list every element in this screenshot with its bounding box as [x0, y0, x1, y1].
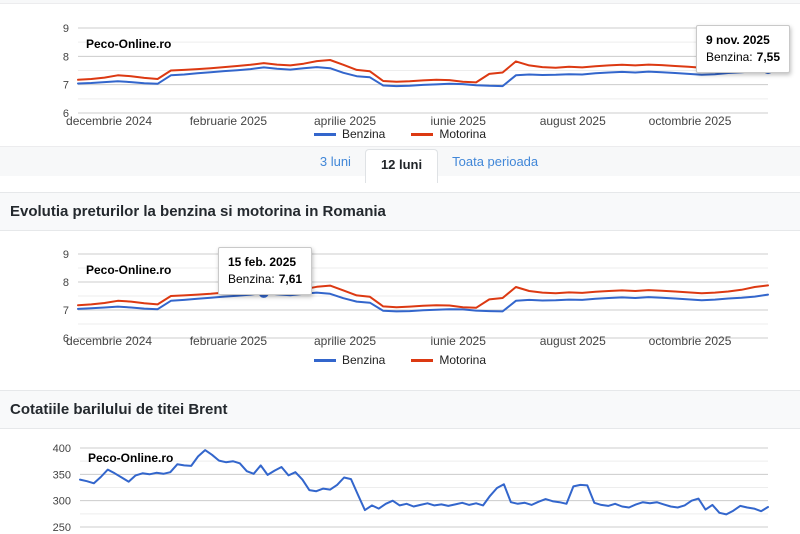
svg-text:7: 7: [63, 80, 69, 92]
svg-text:februarie 2025: februarie 2025: [190, 114, 268, 128]
svg-text:400: 400: [53, 443, 71, 455]
brent-line-chart[interactable]: 250 300 350 400 Peco-Online.ro: [0, 429, 800, 534]
chart-legend: Benzina Motorina: [0, 353, 800, 367]
svg-text:august 2025: august 2025: [540, 334, 606, 348]
top-divider-strip: [0, 0, 800, 4]
tooltip-date: 15 feb. 2025: [228, 255, 297, 269]
fuel-price-line-chart-main[interactable]: 6 7 8 9 decembrie 2024 februarie 2025 aprilie …: [0, 231, 800, 384]
svg-text:6: 6: [63, 108, 69, 120]
svg-text:300: 300: [53, 496, 71, 508]
svg-text:8: 8: [63, 51, 69, 63]
fuel-chart-top-section: 6 7 8 9 decembrie 2024 februarie 2025 aprilie …: [0, 4, 800, 146]
benzina-line-swatch: [313, 358, 336, 362]
tab-toata-perioada[interactable]: Toata perioada: [452, 154, 539, 169]
svg-text:9: 9: [63, 23, 69, 35]
svg-text:9: 9: [63, 249, 69, 261]
legend-label-motorina: Motorina: [439, 353, 487, 367]
period-tabbar: 3 luni 12 luni Toata perioada: [0, 146, 800, 183]
svg-text:octombrie 2025: octombrie 2025: [649, 334, 732, 348]
svg-text:decembrie 2024: decembrie 2024: [66, 334, 152, 348]
svg-text:Peco-Online.ro: Peco-Online.ro: [86, 37, 171, 51]
legend-item-benzina: Benzina: [313, 353, 386, 367]
tooltip-date: 9 nov. 2025: [705, 33, 770, 47]
motorina-line-swatch: [411, 132, 434, 136]
svg-text:aprilie 2025: aprilie 2025: [314, 114, 376, 128]
tooltip-series-label: Benzina:: [705, 49, 753, 64]
fuel-price-line-chart-top[interactable]: 6 7 8 9 decembrie 2024 februarie 2025 aprilie …: [0, 4, 800, 146]
brent-heading-band: Cotatiile barilului de titei Brent: [0, 390, 800, 429]
svg-text:august 2025: august 2025: [540, 114, 606, 128]
svg-text:decembrie 2024: decembrie 2024: [66, 114, 152, 128]
tooltip-value: 7,55: [756, 49, 780, 64]
svg-text:februarie 2025: februarie 2025: [190, 334, 268, 348]
chart-legend: Benzina Motorina: [0, 127, 800, 141]
legend-label-benzina: Benzina: [341, 127, 386, 141]
tooltip-value-row: Benzina: 7,61: [228, 271, 302, 288]
tab-3-luni[interactable]: 3 luni: [319, 154, 351, 169]
period-tabs: 3 luni 12 luni Toata perioada: [0, 147, 800, 183]
legend-item-motorina: Motorina: [411, 353, 486, 367]
white-spacer: [0, 384, 800, 390]
price-tooltip: 9 nov. 2025 Benzina: 7,55: [695, 25, 790, 73]
motorina-line-swatch: [411, 358, 434, 362]
tooltip-series-label: Benzina:: [228, 271, 275, 286]
svg-text:250: 250: [53, 522, 71, 534]
svg-text:8: 8: [63, 277, 69, 289]
tab-12-luni[interactable]: 12 luni: [364, 149, 439, 183]
white-spacer: [0, 176, 800, 192]
fuel-heading-band: Evolutia preturilor la benzina si motori…: [0, 192, 800, 231]
svg-text:6: 6: [63, 333, 69, 345]
benzina-line-swatch: [313, 132, 336, 136]
svg-text:octombrie 2025: octombrie 2025: [649, 114, 732, 128]
brent-chart-section: 250 300 350 400 Peco-Online.ro: [0, 429, 800, 534]
price-tooltip: 15 feb. 2025 Benzina: 7,61: [218, 247, 313, 295]
svg-text:aprilie 2025: aprilie 2025: [314, 334, 376, 348]
legend-label-motorina: Motorina: [439, 127, 487, 141]
svg-text:Peco-Online.ro: Peco-Online.ro: [88, 451, 173, 465]
brent-heading: Cotatiile barilului de titei Brent: [10, 401, 228, 418]
svg-text:iunie 2025: iunie 2025: [430, 114, 486, 128]
tooltip-value: 7,61: [278, 271, 303, 286]
fuel-chart-main-section: 6 7 8 9 decembrie 2024 februarie 2025 aprilie …: [0, 231, 800, 384]
svg-text:iunie 2025: iunie 2025: [430, 334, 486, 348]
svg-text:Peco-Online.ro: Peco-Online.ro: [86, 263, 171, 277]
legend-label-benzina: Benzina: [341, 353, 386, 367]
tooltip-value-row: Benzina: 7,55: [706, 49, 780, 66]
fuel-heading: Evolutia preturilor la benzina si motori…: [10, 203, 386, 220]
legend-item-benzina: Benzina: [313, 127, 386, 141]
svg-text:7: 7: [63, 305, 69, 317]
svg-text:350: 350: [53, 469, 71, 481]
legend-item-motorina: Motorina: [411, 127, 486, 141]
